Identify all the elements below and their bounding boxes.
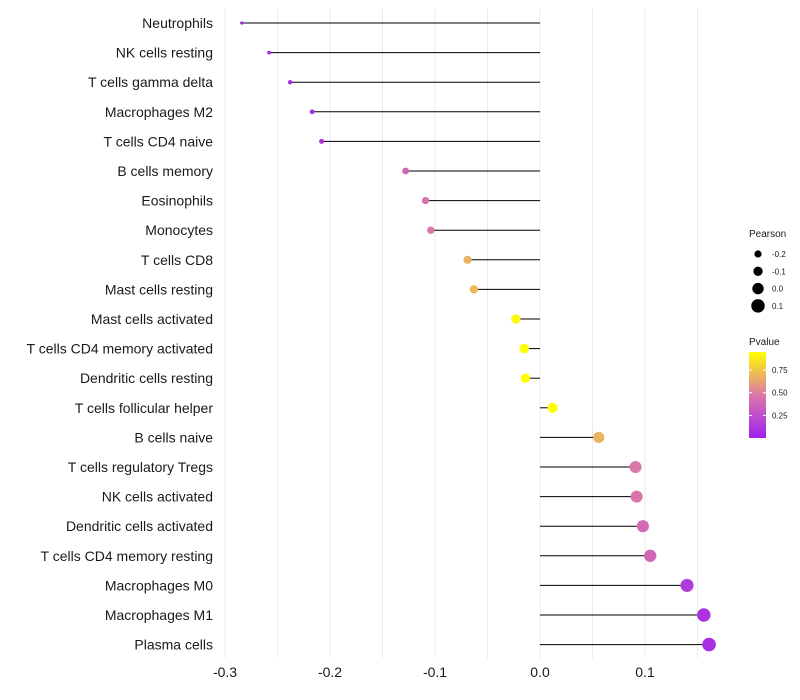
category-label: B cells naive <box>134 429 213 445</box>
size-legend-label: 0.0 <box>772 285 784 294</box>
category-label: B cells memory <box>117 163 213 179</box>
lollipop-point <box>427 226 435 234</box>
category-label: Macrophages M1 <box>105 607 213 623</box>
lollipop-point <box>520 373 531 383</box>
lollipop-point <box>697 608 711 622</box>
category-label: Macrophages M2 <box>105 104 213 120</box>
color-legend-label: 0.75 <box>772 366 788 375</box>
lollipop-point <box>287 80 293 85</box>
size-legend-label: -0.1 <box>772 267 786 276</box>
size-legend-label: -0.2 <box>772 250 786 259</box>
x-tick-label: 0.0 <box>530 664 550 680</box>
category-label: NK cells resting <box>116 45 213 61</box>
category-label: Mast cells resting <box>105 281 213 297</box>
category-label: T cells gamma delta <box>88 74 213 90</box>
size-legend-key <box>754 250 762 258</box>
lollipop-point <box>547 402 558 413</box>
category-label: T cells regulatory Tregs <box>68 459 213 475</box>
color-legend-bar <box>749 352 766 438</box>
lollipop-point <box>421 196 430 205</box>
lollipop-point <box>680 578 694 592</box>
size-legend-key <box>752 282 764 295</box>
lollipop-point <box>511 314 521 324</box>
category-label: T cells CD4 memory activated <box>27 341 213 357</box>
x-tick-label: -0.2 <box>318 664 342 680</box>
category-label: Eosinophils <box>141 193 213 209</box>
lollipop-point <box>240 21 244 25</box>
lollipop-point <box>702 637 716 652</box>
lollipop-point <box>402 167 410 175</box>
lollipop-point <box>636 520 649 533</box>
category-label: T cells CD8 <box>141 252 213 268</box>
category-label: Monocytes <box>145 222 213 238</box>
lollipop-point <box>630 490 643 503</box>
category-label: Macrophages M0 <box>105 577 213 593</box>
color-legend-label: 0.25 <box>772 411 788 420</box>
lollipop-point <box>593 431 605 443</box>
x-tick-label: -0.1 <box>423 664 447 680</box>
category-label: Neutrophils <box>142 15 213 31</box>
category-label: T cells CD4 naive <box>104 133 214 149</box>
lollipop-point <box>644 549 657 562</box>
size-legend-title: Pearson <box>749 229 786 240</box>
category-label: Plasma cells <box>134 637 213 653</box>
lollipop-point <box>629 461 642 473</box>
lollipop-point <box>519 343 529 354</box>
lollipop-point <box>469 285 479 294</box>
color-legend-title: Pvalue <box>749 337 780 348</box>
category-label: Dendritic cells activated <box>66 518 213 534</box>
color-legend-label: 0.50 <box>772 389 788 398</box>
lollipop-point <box>463 255 472 264</box>
size-legend-label: 0.1 <box>772 302 784 311</box>
lollipop-point <box>319 138 325 144</box>
category-label: NK cells activated <box>102 489 213 505</box>
size-legend-key <box>751 299 765 313</box>
x-tick-label: 0.1 <box>635 664 655 680</box>
category-label: Dendritic cells resting <box>80 370 213 386</box>
category-label: Mast cells activated <box>91 311 213 327</box>
category-label: T cells CD4 memory resting <box>41 548 213 564</box>
category-label: T cells follicular helper <box>75 400 214 416</box>
lollipop-point <box>267 50 272 55</box>
size-legend-key <box>753 266 763 276</box>
x-tick-label: -0.3 <box>213 664 237 680</box>
lollipop-point <box>309 109 315 115</box>
